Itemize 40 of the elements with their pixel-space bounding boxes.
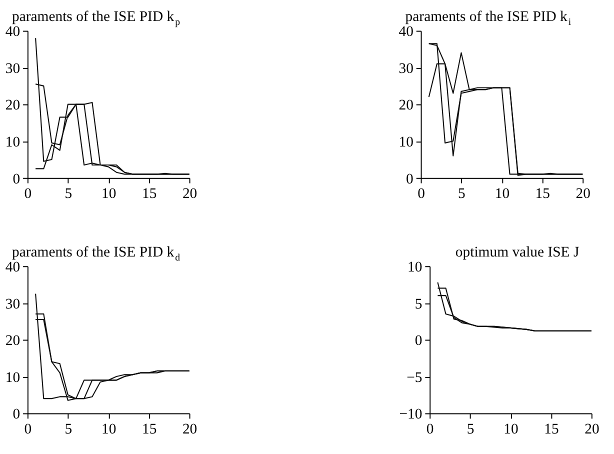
x-tick-label: 15 (142, 186, 157, 202)
x-tick-label: 10 (494, 186, 510, 202)
y-tick-label: 10 (5, 370, 20, 386)
x-tick-label: 5 (458, 186, 466, 202)
chart-title: optimum value ISE J (455, 244, 580, 260)
x-tick-label: 0 (24, 421, 32, 438)
y-tick-label: 5 (414, 296, 422, 312)
y-tick-label: −5 (406, 370, 422, 386)
y-tick-label: 30 (5, 296, 20, 312)
x-tick-label: 15 (544, 421, 559, 438)
x-tick-label: 10 (504, 421, 518, 438)
x-tick-label: 5 (466, 421, 474, 438)
y-tick-label: 40 (5, 260, 20, 276)
y-tick-label: 10 (398, 134, 414, 150)
x-tick-label: 0 (24, 186, 32, 202)
y-tick-label: 10 (408, 260, 422, 276)
x-tick-label: 0 (426, 421, 434, 438)
x-tick-label: 5 (64, 186, 72, 202)
y-tick-label: 20 (5, 333, 20, 350)
y-tick-label: 40 (398, 24, 414, 40)
x-tick-label: 5 (64, 421, 72, 438)
x-tick-label: 20 (576, 186, 590, 202)
y-tick-label: 40 (5, 24, 20, 40)
x-tick-label: 20 (182, 421, 198, 438)
x-tick-label: 10 (102, 421, 116, 438)
y-tick-label: 0 (406, 171, 414, 188)
x-tick-label: 15 (535, 186, 550, 202)
y-tick-label: 30 (398, 60, 414, 77)
y-tick-label: −10 (399, 406, 422, 423)
y-tick-label: 20 (5, 98, 20, 114)
x-tick-label: 10 (102, 186, 116, 202)
y-tick-label: 10 (5, 134, 20, 150)
y-tick-label: 0 (12, 171, 20, 188)
x-tick-label: 20 (584, 421, 600, 438)
y-tick-label: 0 (414, 333, 422, 350)
y-tick-label: 30 (5, 60, 20, 77)
x-tick-label: 20 (182, 186, 198, 202)
y-tick-label: 20 (398, 98, 414, 114)
x-tick-label: 15 (142, 421, 157, 438)
y-tick-label: 0 (12, 406, 20, 423)
